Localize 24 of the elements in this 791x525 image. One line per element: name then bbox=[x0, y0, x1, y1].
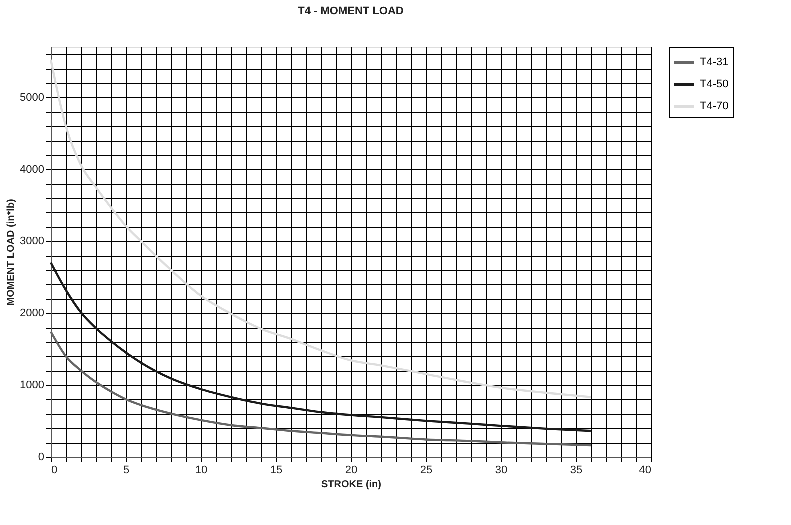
line-series bbox=[50, 262, 592, 432]
x-tick-label: 5 bbox=[123, 464, 130, 476]
x-tick-label: 30 bbox=[495, 464, 508, 476]
legend-label: T4-50 bbox=[700, 78, 729, 90]
y-tick-label: 2000 bbox=[20, 308, 44, 320]
y-tick-label: 3000 bbox=[20, 236, 44, 248]
y-tick-label: 1000 bbox=[20, 380, 44, 392]
x-tick-label: 35 bbox=[570, 464, 583, 476]
x-axis-title: STROKE (in) bbox=[322, 480, 382, 490]
x-tick-label: 0 bbox=[52, 464, 58, 476]
legend-label: T4-31 bbox=[700, 56, 729, 68]
y-axis-title: MOMENT LOAD (in*lb) bbox=[6, 199, 18, 306]
y-tick-label: 4000 bbox=[20, 164, 44, 176]
x-tick-label: 15 bbox=[270, 464, 283, 476]
chart-title: T4 - MOMENT LOAD bbox=[298, 6, 404, 18]
line-series bbox=[50, 58, 592, 398]
x-tick-label: 10 bbox=[195, 464, 208, 476]
x-tick-label: 20 bbox=[345, 464, 358, 476]
y-tick-label: 5000 bbox=[20, 92, 44, 104]
y-tick-label: 0 bbox=[38, 452, 44, 464]
x-tick-label: 25 bbox=[420, 464, 433, 476]
line-series bbox=[50, 330, 592, 447]
x-tick-label: 40 bbox=[639, 464, 652, 476]
legend-label: T4-70 bbox=[700, 100, 729, 112]
